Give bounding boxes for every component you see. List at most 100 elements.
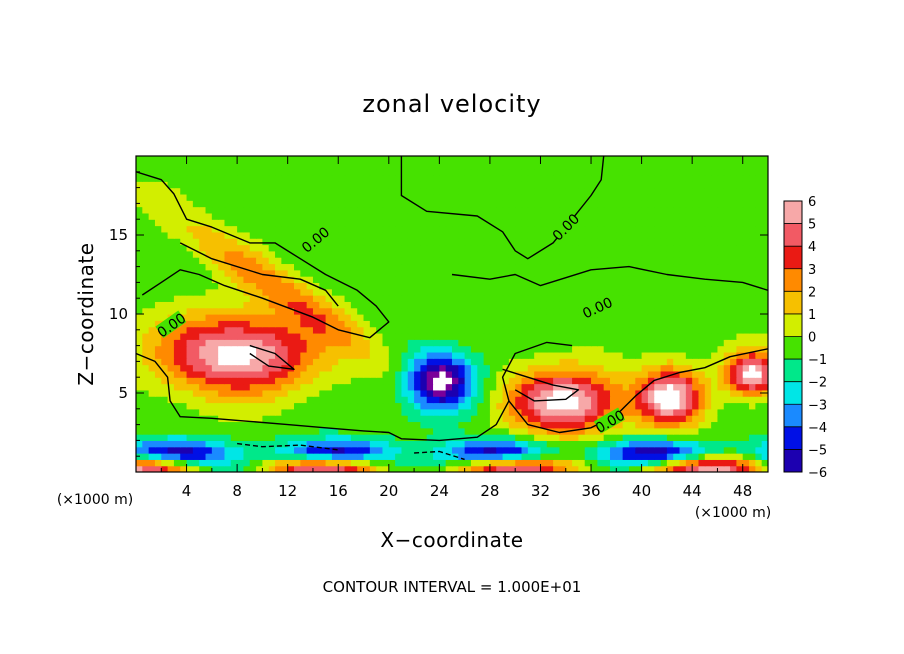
field-cell xyxy=(407,465,415,472)
field-cell xyxy=(502,377,510,385)
field-cell xyxy=(154,446,162,454)
field-cell xyxy=(136,345,143,353)
field-cell xyxy=(489,364,497,372)
field-cell xyxy=(218,193,226,201)
field-cell xyxy=(546,206,554,214)
field-cell xyxy=(148,282,156,290)
field-cell xyxy=(382,402,390,410)
field-cell xyxy=(755,276,763,283)
field-cell xyxy=(464,307,472,315)
field-cell xyxy=(192,193,200,201)
field-cell xyxy=(230,282,238,290)
field-cell xyxy=(401,320,409,328)
field-cell xyxy=(717,396,725,404)
field-cell xyxy=(376,459,384,467)
field-cell xyxy=(704,332,712,340)
field-cell xyxy=(679,162,687,170)
field-cell xyxy=(363,263,371,271)
field-cell xyxy=(666,200,674,208)
field-cell xyxy=(717,427,725,435)
field-cell xyxy=(237,339,245,347)
field-cell xyxy=(420,427,428,435)
field-cell xyxy=(452,276,459,283)
field-cell xyxy=(641,377,649,385)
field-cell xyxy=(218,434,226,441)
field-cell xyxy=(565,440,573,448)
field-cell xyxy=(388,345,396,353)
field-cell xyxy=(452,168,459,176)
field-cell xyxy=(508,301,516,309)
field-cell xyxy=(717,453,725,460)
field-cell xyxy=(401,307,409,315)
field-cell xyxy=(603,288,611,296)
field-cell xyxy=(306,427,314,435)
field-cell xyxy=(452,231,459,239)
field-cell xyxy=(369,269,377,277)
field-cell xyxy=(230,301,238,309)
field-cell xyxy=(616,212,624,220)
field-cell xyxy=(470,465,478,472)
field-cell xyxy=(249,282,257,290)
field-cell xyxy=(237,307,245,315)
field-cell xyxy=(717,421,725,429)
field-cell xyxy=(205,231,213,239)
field-cell xyxy=(679,383,687,391)
field-cell xyxy=(363,370,371,378)
field-cell xyxy=(736,282,744,290)
field-cell xyxy=(230,351,238,359)
field-cell xyxy=(534,156,542,163)
field-cell xyxy=(243,364,251,372)
field-cell xyxy=(565,276,573,283)
field-cell xyxy=(376,168,384,176)
field-cell xyxy=(565,200,573,208)
field-cell xyxy=(540,187,548,195)
field-cell xyxy=(711,231,719,239)
field-cell xyxy=(698,282,706,290)
field-cell xyxy=(534,238,542,246)
field-cell xyxy=(388,162,396,170)
field-cell xyxy=(376,446,384,454)
field-cell xyxy=(616,168,624,176)
field-cell xyxy=(154,421,162,429)
field-cell xyxy=(470,396,478,404)
field-cell xyxy=(483,156,491,163)
field-cell xyxy=(692,320,700,328)
field-cell xyxy=(546,358,554,366)
field-cell xyxy=(483,434,491,441)
field-cell xyxy=(319,156,327,163)
field-cell xyxy=(458,250,466,258)
field-cell xyxy=(679,250,687,258)
field-cell xyxy=(502,206,510,214)
field-cell xyxy=(749,434,756,441)
field-cell xyxy=(616,295,624,302)
field-cell xyxy=(553,307,561,315)
field-cell xyxy=(357,408,365,416)
field-cell xyxy=(591,282,598,290)
field-cell xyxy=(249,421,257,429)
field-cell xyxy=(502,358,510,366)
field-cell xyxy=(433,187,440,195)
field-cell xyxy=(224,200,232,208)
field-cell xyxy=(445,421,453,429)
field-cell xyxy=(294,288,301,296)
field-cell xyxy=(268,162,276,170)
field-cell xyxy=(628,231,636,239)
field-cell xyxy=(559,156,567,163)
field-cell xyxy=(527,332,535,340)
field-cell xyxy=(306,168,314,176)
field-cell xyxy=(692,282,700,290)
field-cell xyxy=(211,383,219,391)
field-cell xyxy=(742,421,750,429)
field-cell xyxy=(167,427,175,435)
field-cell xyxy=(414,453,421,460)
field-cell xyxy=(420,168,428,176)
field-cell xyxy=(452,295,459,302)
field-cell xyxy=(401,415,409,423)
field-cell xyxy=(306,446,314,454)
field-cell xyxy=(742,370,750,378)
field-cell xyxy=(173,295,181,302)
field-cell xyxy=(527,244,535,252)
field-cell xyxy=(230,415,238,423)
field-cell xyxy=(565,187,573,195)
field-cell xyxy=(597,351,605,359)
